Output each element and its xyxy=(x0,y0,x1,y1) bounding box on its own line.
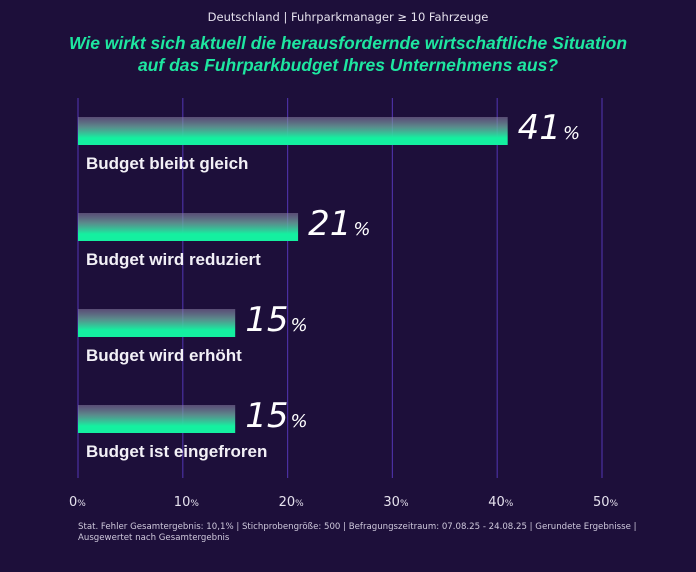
x-tick-label: 0% xyxy=(69,495,86,510)
value-label: 15% xyxy=(245,300,307,340)
category-label: Budget ist eingefroren xyxy=(86,442,267,461)
footnote-line-2: Ausgewertet nach Gesamtergebnis xyxy=(78,533,230,543)
value-label-suffix: % xyxy=(353,219,370,240)
chart-title-line-1: Wie wirkt sich aktuell die herausfordern… xyxy=(68,33,628,53)
bar-group: Budget ist eingefroren 15% xyxy=(78,396,308,461)
x-tick-label: 50% xyxy=(593,495,619,510)
value-label: 21% xyxy=(308,204,370,244)
chart-title: Wie wirkt sich aktuell die herausfordern… xyxy=(0,32,696,76)
x-tick-label: 20% xyxy=(279,495,305,510)
x-tick-label: 10% xyxy=(174,495,200,510)
x-tick-label: 40% xyxy=(488,495,514,510)
bar xyxy=(78,117,508,145)
x-tick-suffix: % xyxy=(295,499,304,509)
x-tick-suffix: % xyxy=(505,499,514,509)
bar-group: Budget wird reduziert 21% xyxy=(78,204,370,269)
bar xyxy=(78,213,299,241)
x-tick-suffix: % xyxy=(77,499,86,509)
value-label-suffix: % xyxy=(290,411,307,432)
gridlines xyxy=(77,98,603,478)
x-tick-suffix: % xyxy=(190,499,199,509)
footnote-line-1: Stat. Fehler Gesamtergebnis: 10,1% | Sti… xyxy=(78,522,637,532)
value-label-suffix: % xyxy=(563,123,580,144)
value-label-suffix: % xyxy=(290,315,307,336)
chart-title-line-2: auf das Fuhrparkbudget Ihres Unternehmen… xyxy=(137,55,559,75)
category-label: Budget wird erhöht xyxy=(86,346,242,365)
bar xyxy=(78,309,236,337)
footnote: Stat. Fehler Gesamtergebnis: 10,1% | Sti… xyxy=(78,522,638,544)
bar-group: Budget bleibt gleich 41% xyxy=(78,108,580,173)
x-axis-ticks: 0% 10% 20% 30% 40% 50% xyxy=(69,495,619,510)
x-tick-suffix: % xyxy=(400,499,409,509)
bars: Budget bleibt gleich 41 % Budget wird reduz… xyxy=(78,108,580,461)
x-tick-suffix: % xyxy=(610,499,619,509)
x-tick-label: 30% xyxy=(383,495,409,510)
value-label: 41% xyxy=(518,108,580,148)
category-label: Budget wird reduziert xyxy=(86,250,261,269)
bar xyxy=(78,405,236,433)
chart-subtitle: Deutschland | Fuhrparkmanager ≥ 10 Fahrz… xyxy=(207,10,489,24)
category-label: Budget bleibt gleich xyxy=(86,154,248,173)
value-label: 15% xyxy=(245,396,307,436)
